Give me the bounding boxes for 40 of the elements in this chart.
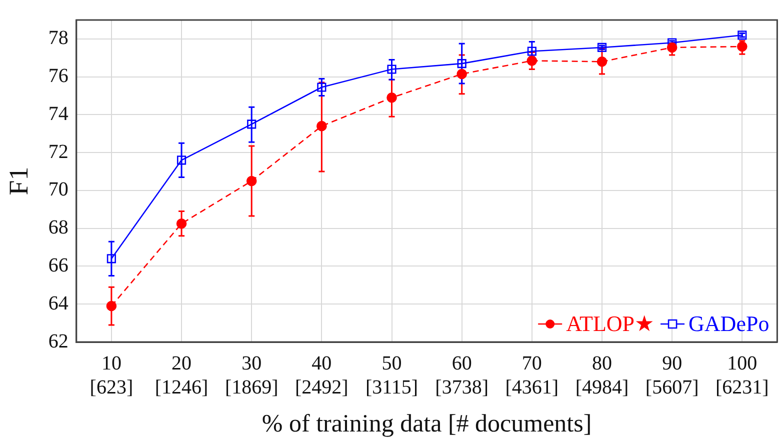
point <box>106 300 117 312</box>
y-tick-label: 62 <box>48 330 68 352</box>
point <box>106 254 116 264</box>
x-tick-label: 70 [4361] <box>505 352 559 398</box>
y-tick-label: 70 <box>48 178 68 201</box>
x-tick-label: 30 [1869] <box>224 352 278 398</box>
x-tick-label: 40 [2492] <box>295 352 348 398</box>
point <box>176 218 187 229</box>
x-tick-label: 80 [4984] <box>575 352 629 398</box>
point <box>176 156 186 165</box>
point <box>526 56 538 66</box>
point <box>317 82 326 92</box>
point <box>666 42 678 53</box>
point <box>246 176 257 186</box>
x-tick-label: 10 [623] <box>90 352 134 398</box>
point <box>737 41 748 52</box>
point <box>386 92 397 103</box>
x-tick-label: 100 [6231] <box>715 352 769 398</box>
y-tick-label: 72 <box>48 140 68 163</box>
point <box>387 64 396 74</box>
point <box>457 59 466 68</box>
y-tick-label: 66 <box>48 254 68 276</box>
x-tick-label: 20 [1246] <box>154 352 208 398</box>
y-axis-title: F1 <box>3 166 34 196</box>
x-tick-label: 90 [5607] <box>645 352 699 398</box>
legend-label: ATLOP★ <box>566 310 655 336</box>
y-tick-label: 76 <box>48 65 68 88</box>
point <box>596 56 608 67</box>
legend-label: GADePo <box>688 310 770 336</box>
y-tick-label: 74 <box>48 102 68 125</box>
x-tick-label: 60 [3738] <box>435 352 489 398</box>
y-tick-label: 64 <box>48 292 68 314</box>
x-axis-title: % of training data [# documents] <box>262 410 592 438</box>
x-tick-label: 50 [3115] <box>365 352 418 398</box>
point <box>456 68 467 80</box>
y-tick-label: 78 <box>48 27 68 50</box>
point <box>316 120 327 132</box>
y-tick-label: 68 <box>48 216 68 239</box>
point <box>247 120 256 129</box>
point <box>527 46 536 56</box>
